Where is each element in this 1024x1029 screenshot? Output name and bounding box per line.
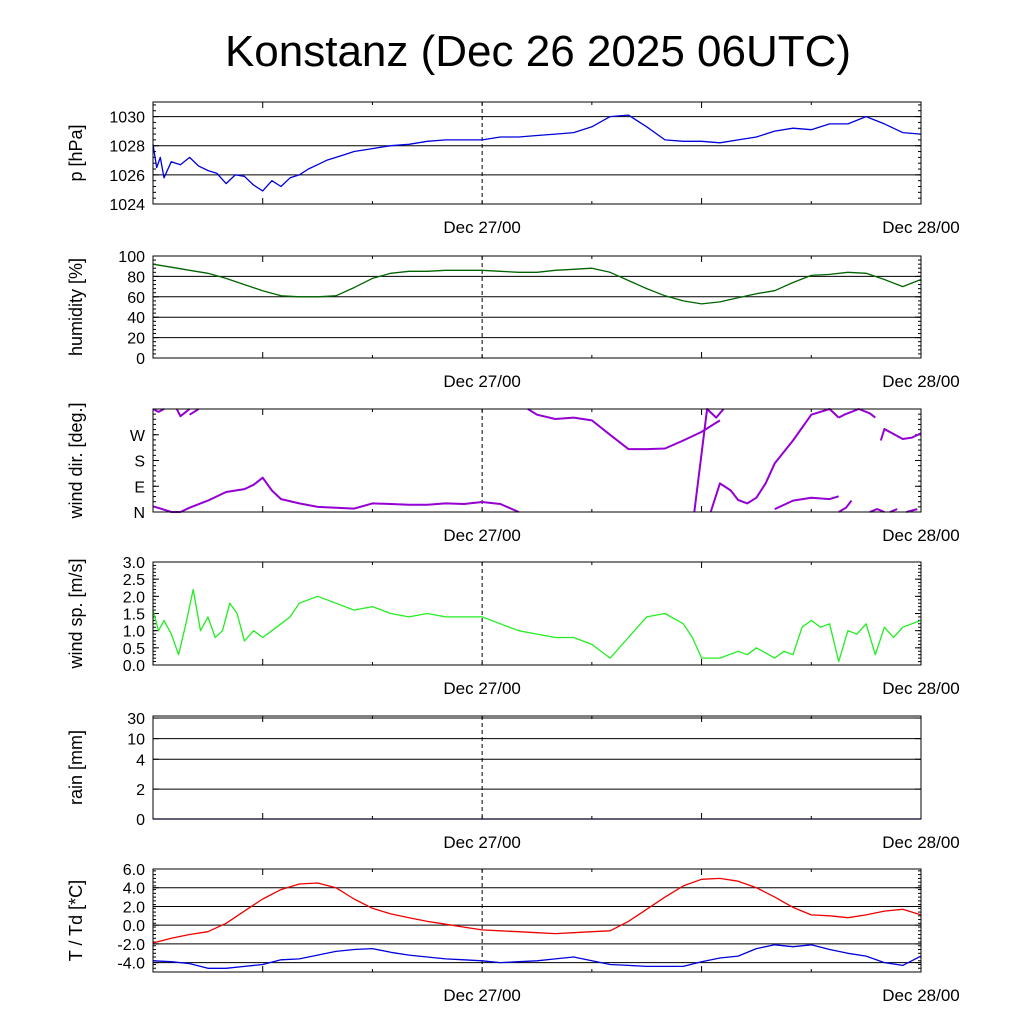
series-line-wind_dir_8: [774, 495, 839, 511]
plot-frame: [152, 101, 922, 205]
x-tick-label: Dec 27/00: [443, 679, 521, 698]
y-tick-label: S: [134, 454, 145, 471]
y-tick-label: 1028: [109, 139, 145, 156]
x-tick-label: Dec 28/00: [882, 218, 960, 237]
series-line-humidity: [152, 263, 922, 305]
y-tick-label: 0.0: [123, 658, 145, 675]
x-tick-label: Dec 27/00: [443, 833, 521, 852]
y-tick-label: 2: [136, 782, 145, 799]
x-tick-label: Dec 27/00: [443, 986, 521, 1005]
plot-frame: [152, 408, 922, 513]
series-line-wind-speed: [152, 588, 922, 663]
series-line-Td: [152, 944, 922, 969]
x-tick-label: Dec 28/00: [882, 679, 960, 698]
series-line-wind_dir_6: [693, 408, 725, 513]
series-line-wind_dir_9: [838, 499, 853, 513]
panel-pressure: 1024 1026 1028 1030 Dec 27/00 Dec 28/00 p [hPa…: [66, 101, 960, 237]
x-tick-label: Dec 27/00: [443, 526, 521, 545]
series-line-wind_dir_11: [879, 428, 922, 441]
y-tick-label: 60: [127, 290, 145, 307]
plot-frame: [152, 715, 922, 820]
plot-frame: [152, 255, 922, 359]
y-tick-label: W: [130, 428, 146, 445]
y-tick-label: 20: [127, 331, 145, 348]
y-tick-label: 2.0: [123, 589, 145, 606]
y-axis-label: rain [mm]: [66, 730, 86, 805]
y-tick-label: 1026: [109, 168, 145, 185]
plot-frame: [152, 561, 922, 666]
y-tick-label: 30: [127, 711, 145, 728]
series-line-wind_dir_7: [709, 408, 840, 513]
x-tick-label: Dec 27/00: [443, 218, 521, 237]
y-tick-label: 4: [136, 752, 145, 769]
y-axis-label: wind dir. [deg.]: [66, 402, 86, 519]
y-tick-label: 0: [136, 812, 145, 829]
y-tick-label: 40: [127, 310, 145, 327]
y-tick-label: 6.0: [123, 862, 145, 879]
panel-humidity: 0 20 40 60 80 100 Dec 27/00 Dec 28/00 humidity […: [66, 249, 960, 391]
y-tick-label: 3.0: [123, 555, 145, 572]
series-line-wind_dir_4: [189, 408, 200, 416]
y-tick-label: E: [134, 479, 145, 496]
series-line-wind_dir_5: [527, 408, 721, 451]
y-tick-label: N: [133, 505, 145, 522]
y-axis-label: wind sp. [m/s]: [66, 558, 86, 669]
series-line-T: [152, 877, 922, 944]
x-tick-label: Dec 28/00: [882, 986, 960, 1005]
y-tick-label: -4.0: [117, 956, 145, 973]
y-axis-label: T / Td [*C]: [66, 880, 86, 961]
y-axis-label: p [hPa]: [66, 124, 86, 181]
page-title: Konstanz (Dec 26 2025 06UTC): [225, 27, 851, 76]
x-tick-label: Dec 28/00: [882, 526, 960, 545]
y-tick-label: 1030: [109, 110, 145, 127]
y-axis-label: humidity [%]: [66, 258, 86, 356]
panel-rain: 0 2 4 10 30 Dec 27/00 Dec 28/00 rain [mm]: [66, 711, 960, 852]
x-tick-label: Dec 27/00: [443, 372, 521, 391]
series-line-p: [152, 114, 922, 192]
x-tick-label: Dec 28/00: [882, 372, 960, 391]
series-line-wind_dir_3: [175, 408, 191, 418]
y-tick-label: 2.5: [123, 572, 145, 589]
y-tick-label: 0.5: [123, 641, 145, 658]
panel-temperature: -4.0 -2.0 0.0 2.04.0 6.0 Dec 27/00 Dec 28/00 T …: [66, 862, 960, 1005]
series-line-wind_dir_2: [152, 408, 165, 413]
y-tick-label: 4.0: [123, 881, 145, 898]
x-tick-label: Dec 28/00: [882, 833, 960, 852]
y-tick-label: 80: [127, 269, 145, 286]
y-tick-label: 1.0: [123, 624, 145, 641]
panel-wind_speed: 0.00.51.01.52.02.53.0 Dec 27/00 Dec 28/00 w…: [66, 555, 960, 698]
y-tick-label: 0.0: [123, 918, 145, 935]
plot-frame: [152, 868, 922, 973]
y-tick-label: 10: [127, 732, 145, 749]
y-tick-label: 0: [136, 351, 145, 368]
y-tick-label: 1.5: [123, 607, 145, 624]
series-line-wind_dir_1: [152, 476, 520, 513]
series-line-wind_dir_10: [838, 408, 876, 419]
y-tick-label: 2.0: [123, 899, 145, 916]
y-tick-label: -2.0: [117, 937, 145, 954]
y-tick-label: 100: [118, 249, 145, 266]
y-tick-label: 1024: [109, 197, 145, 214]
series-line-wind_dir_12: [869, 508, 885, 513]
